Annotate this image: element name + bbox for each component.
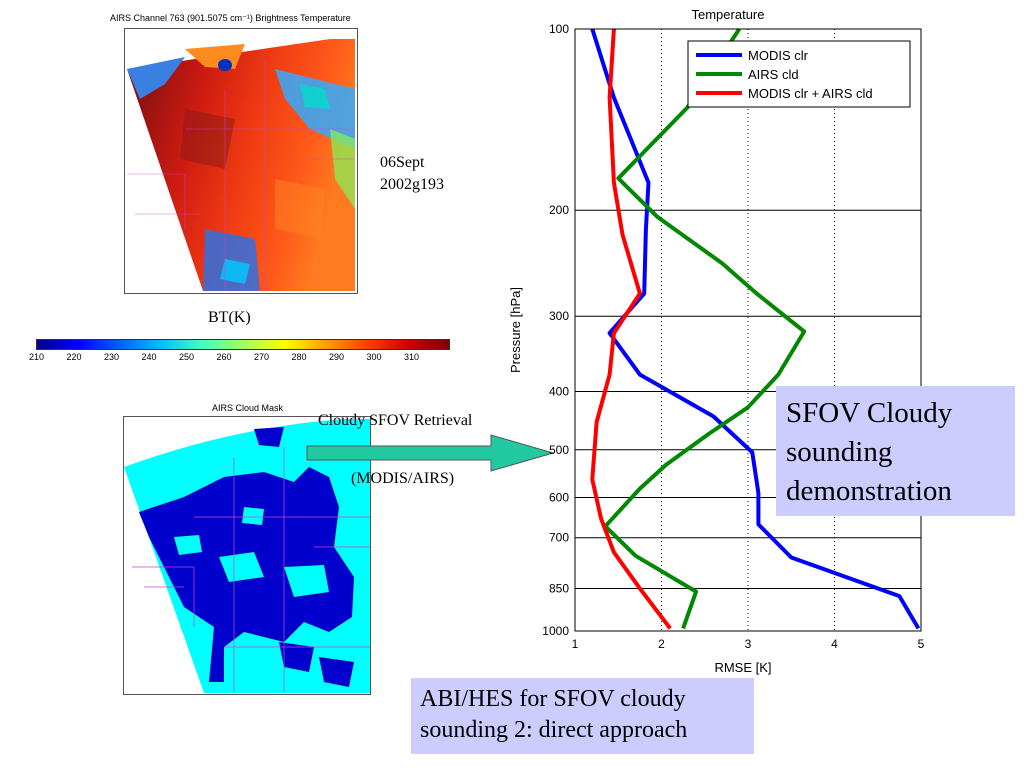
y-tick-label: 400 [549, 384, 569, 398]
date-line2: 2002g193 [380, 176, 444, 193]
y-tick-label: 1000 [542, 624, 569, 638]
colorbar-tick-label: 230 [104, 352, 120, 362]
callout-sfov-cloudy-text: SFOV Cloudy sounding demonstration [786, 397, 953, 507]
legend-label: MODIS clr + AIRS cld [748, 86, 873, 101]
colorbar-tick-label: 260 [216, 352, 232, 362]
y-tick-label: 300 [549, 309, 569, 323]
bt-map-title: AIRS Channel 763 (901.5075 cm⁻¹) Brightn… [110, 13, 351, 23]
x-tick-label: 3 [745, 637, 752, 651]
y-axis-label: Pressure [hPa] [508, 287, 523, 373]
callout-sfov-cloudy: SFOV Cloudy sounding demonstration [776, 386, 1015, 516]
colorbar-tick-label: 280 [291, 352, 307, 362]
x-tick-label: 5 [918, 637, 925, 651]
series-line-airs-cld [603, 27, 807, 630]
x-tick-label: 2 [658, 637, 665, 651]
colorbar-tick-label: 250 [179, 352, 195, 362]
callout-abi-hes: ABI/HES for SFOV cloudy sounding 2: dire… [411, 678, 754, 754]
colorbar-tick-label: 210 [29, 352, 45, 362]
colorbar [36, 339, 450, 350]
colorbar-ticks: 210 220 230 240 250 260 270 280 290 300 310 [0, 352, 460, 366]
colorbar-tick-label: 220 [66, 352, 82, 362]
x-tick-label: 4 [831, 637, 838, 651]
plot-frame [574, 28, 922, 632]
x-axis-label: RMSE [K] [714, 660, 771, 675]
series-line-modis-clr [590, 28, 921, 630]
legend-label: AIRS cld [748, 67, 799, 82]
cloud-map [123, 416, 371, 695]
retrieval-arrow [306, 434, 555, 472]
chart-title: Temperature [692, 7, 765, 22]
y-tick-label: 200 [549, 203, 569, 217]
date-line1: 06Sept [380, 154, 425, 171]
colorbar-label: BT(K) [208, 309, 251, 326]
y-tick-label: 100 [549, 22, 569, 36]
colorbar-tick-label: 310 [404, 352, 420, 362]
bt-map-image [127, 39, 355, 291]
y-tick-label: 850 [549, 582, 569, 596]
y-tick-label: 500 [549, 443, 569, 457]
bt-map [124, 28, 358, 294]
series-line-combined [590, 28, 672, 630]
legend-label: MODIS clr [748, 48, 809, 63]
colorbar-tick-label: 240 [141, 352, 157, 362]
callout-abi-hes-line2: sounding 2: direct approach [420, 717, 688, 743]
arrow-label-bottom: (MODIS/AIRS) [351, 470, 455, 487]
callout-abi-hes-line1: ABI/HES for SFOV cloudy [420, 686, 686, 712]
colorbar-tick-label: 270 [254, 352, 270, 362]
cloud-map-image [124, 419, 370, 693]
y-tick-label: 600 [549, 490, 569, 504]
arrow-label-top: Cloudy SFOV Retrieval [318, 412, 473, 429]
y-tick-label: 700 [549, 531, 569, 545]
colorbar-tick-label: 290 [329, 352, 345, 362]
cloud-map-title: AIRS Cloud Mask [212, 403, 284, 413]
x-tick-label: 1 [572, 637, 579, 651]
colorbar-tick-label: 300 [366, 352, 382, 362]
